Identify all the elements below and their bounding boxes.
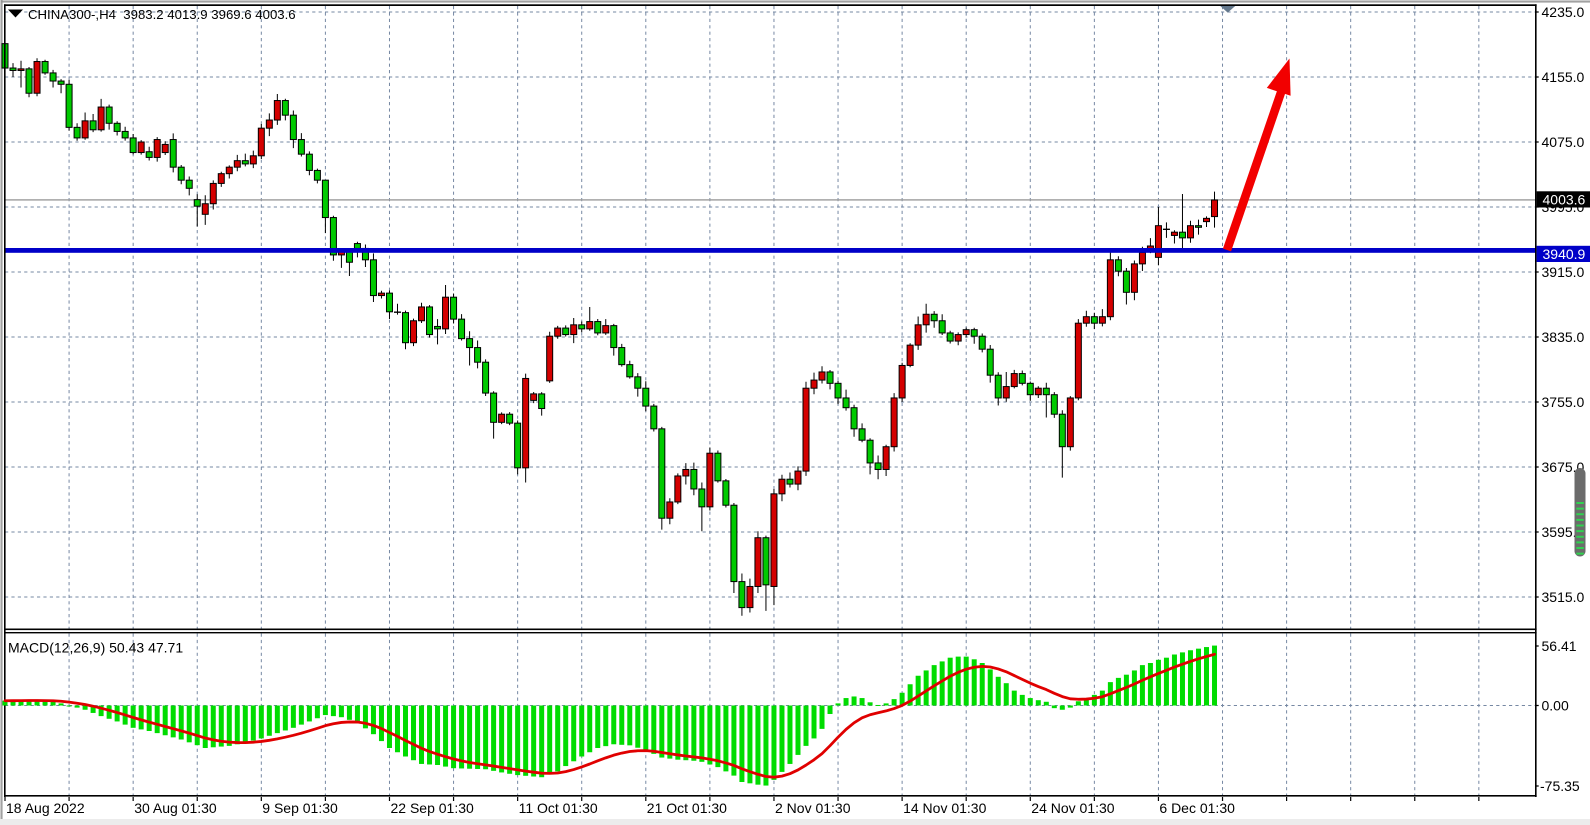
svg-text:21 Oct 01:30: 21 Oct 01:30 bbox=[647, 800, 727, 816]
svg-text:3940.9: 3940.9 bbox=[1543, 246, 1586, 262]
svg-text:56.41: 56.41 bbox=[1542, 638, 1577, 654]
svg-text:18 Aug 2022: 18 Aug 2022 bbox=[6, 800, 85, 816]
svg-text:14 Nov 01:30: 14 Nov 01:30 bbox=[903, 800, 986, 816]
svg-text:24 Nov 01:30: 24 Nov 01:30 bbox=[1031, 800, 1114, 816]
svg-text:6 Dec 01:30: 6 Dec 01:30 bbox=[1159, 800, 1235, 816]
svg-text:-75.35: -75.35 bbox=[1540, 778, 1580, 794]
svg-text:9 Sep 01:30: 9 Sep 01:30 bbox=[262, 800, 338, 816]
svg-text:0.00: 0.00 bbox=[1542, 698, 1569, 714]
svg-text:3915.0: 3915.0 bbox=[1542, 264, 1585, 280]
svg-text:CHINA300-,H4 3983.2 4013.9 39: CHINA300-,H4 3983.2 4013.9 3969.6 4003.6 bbox=[28, 7, 296, 22]
svg-text:3595.0: 3595.0 bbox=[1542, 524, 1585, 540]
svg-text:4155.0: 4155.0 bbox=[1542, 69, 1585, 85]
svg-text:3835.0: 3835.0 bbox=[1542, 329, 1585, 345]
svg-text:11 Oct 01:30: 11 Oct 01:30 bbox=[519, 800, 598, 816]
svg-text:3675.0: 3675.0 bbox=[1542, 459, 1585, 475]
svg-text:30 Aug 01:30: 30 Aug 01:30 bbox=[134, 800, 217, 816]
svg-text:2 Nov 01:30: 2 Nov 01:30 bbox=[775, 800, 851, 816]
svg-text:4235.0: 4235.0 bbox=[1542, 4, 1585, 20]
svg-text:MACD(12,26,9) 50.43 47.71: MACD(12,26,9) 50.43 47.71 bbox=[8, 640, 183, 656]
svg-text:4003.6: 4003.6 bbox=[1543, 191, 1586, 207]
svg-text:3755.0: 3755.0 bbox=[1542, 394, 1585, 410]
svg-text:4075.0: 4075.0 bbox=[1542, 134, 1585, 150]
svg-text:3515.0: 3515.0 bbox=[1542, 589, 1585, 605]
svg-text:22 Sep 01:30: 22 Sep 01:30 bbox=[391, 800, 475, 816]
